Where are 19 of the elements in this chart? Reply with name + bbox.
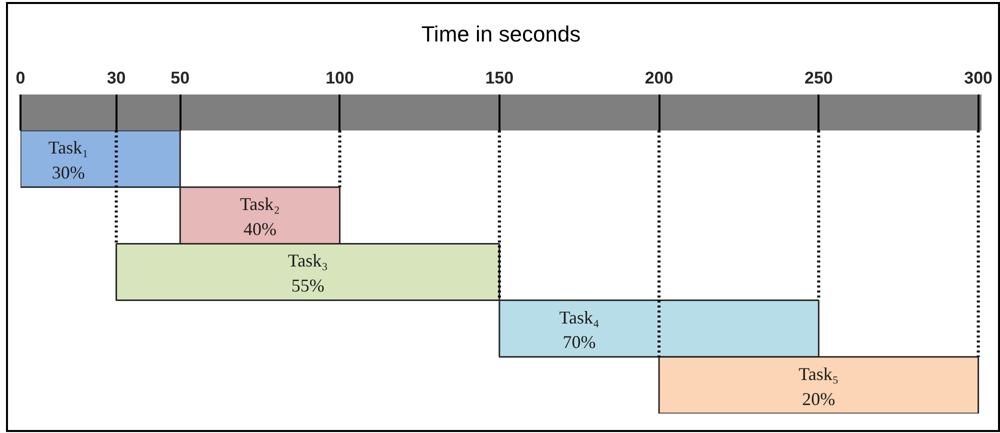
x-tick-label: 150 <box>485 68 514 88</box>
annotation: 70% <box>562 332 596 352</box>
annotation: 40% <box>243 218 276 239</box>
y-tick-label: Task₅ <box>798 364 839 384</box>
y-tick-label: Task₂ <box>240 194 280 214</box>
y-tick-label: Task₄ <box>559 307 600 328</box>
x-tick-label: 250 <box>804 68 833 88</box>
annotation: 30% <box>52 162 85 182</box>
x-axis-title: Time in seconds <box>421 22 581 46</box>
y-tick-label: Task₁ <box>48 137 88 158</box>
x-tick-label: 0 <box>16 68 26 88</box>
annotation: 20% <box>802 388 836 409</box>
annotation: 55% <box>291 276 324 296</box>
x-tick-label: 50 <box>170 68 190 88</box>
y-tick-label: Task₃ <box>288 250 328 271</box>
x-tick-label: 30 <box>106 68 126 88</box>
x-tick-label: 100 <box>326 68 354 88</box>
x-tick-label: 300 <box>964 68 992 88</box>
x-tick-label: 200 <box>644 68 674 88</box>
